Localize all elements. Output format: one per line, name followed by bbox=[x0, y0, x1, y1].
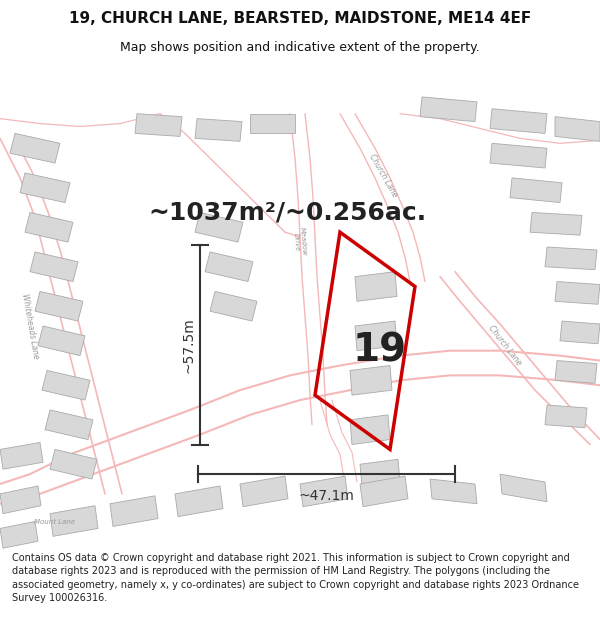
Polygon shape bbox=[50, 506, 98, 536]
Polygon shape bbox=[300, 476, 348, 507]
Polygon shape bbox=[250, 114, 295, 133]
Polygon shape bbox=[195, 213, 243, 242]
Polygon shape bbox=[210, 291, 257, 321]
Polygon shape bbox=[420, 97, 477, 122]
Polygon shape bbox=[555, 117, 600, 141]
Text: Whiteheads Lane: Whiteheads Lane bbox=[20, 292, 40, 359]
Polygon shape bbox=[135, 114, 182, 136]
Polygon shape bbox=[0, 521, 38, 548]
Polygon shape bbox=[0, 486, 41, 514]
Polygon shape bbox=[545, 405, 587, 428]
Text: Mount Lane: Mount Lane bbox=[34, 519, 76, 524]
Polygon shape bbox=[500, 474, 547, 502]
Polygon shape bbox=[510, 178, 562, 202]
Polygon shape bbox=[545, 247, 597, 270]
Polygon shape bbox=[240, 476, 288, 507]
Text: 19, CHURCH LANE, BEARSTED, MAIDSTONE, ME14 4EF: 19, CHURCH LANE, BEARSTED, MAIDSTONE, ME… bbox=[69, 11, 531, 26]
Text: ~1037m²/~0.256ac.: ~1037m²/~0.256ac. bbox=[148, 201, 426, 224]
Text: Church Lane: Church Lane bbox=[487, 324, 523, 368]
Polygon shape bbox=[490, 143, 547, 168]
Polygon shape bbox=[560, 321, 600, 344]
Polygon shape bbox=[355, 321, 397, 351]
Polygon shape bbox=[430, 479, 477, 504]
Text: Church Lane: Church Lane bbox=[367, 152, 399, 199]
Polygon shape bbox=[530, 213, 582, 235]
Polygon shape bbox=[350, 415, 390, 444]
Polygon shape bbox=[38, 326, 85, 356]
Polygon shape bbox=[50, 449, 97, 479]
Polygon shape bbox=[110, 496, 158, 526]
Text: ~57.5m: ~57.5m bbox=[181, 317, 195, 372]
Polygon shape bbox=[30, 252, 78, 281]
Polygon shape bbox=[360, 459, 400, 487]
Polygon shape bbox=[45, 410, 93, 439]
Text: Contains OS data © Crown copyright and database right 2021. This information is : Contains OS data © Crown copyright and d… bbox=[12, 553, 579, 602]
Polygon shape bbox=[555, 361, 597, 383]
Polygon shape bbox=[25, 213, 73, 242]
Polygon shape bbox=[10, 133, 60, 163]
Text: Meadow
Drive: Meadow Drive bbox=[292, 227, 308, 257]
Polygon shape bbox=[195, 119, 242, 141]
Polygon shape bbox=[490, 109, 547, 133]
Polygon shape bbox=[555, 281, 600, 304]
Polygon shape bbox=[205, 252, 253, 281]
Text: 19: 19 bbox=[353, 332, 407, 369]
Text: Map shows position and indicative extent of the property.: Map shows position and indicative extent… bbox=[120, 41, 480, 54]
Polygon shape bbox=[42, 371, 90, 400]
Polygon shape bbox=[175, 486, 223, 517]
Polygon shape bbox=[0, 442, 43, 469]
Polygon shape bbox=[35, 291, 83, 321]
Polygon shape bbox=[350, 366, 392, 395]
Polygon shape bbox=[360, 476, 408, 507]
Polygon shape bbox=[20, 173, 70, 203]
Text: ~47.1m: ~47.1m bbox=[299, 489, 355, 503]
Polygon shape bbox=[355, 272, 397, 301]
